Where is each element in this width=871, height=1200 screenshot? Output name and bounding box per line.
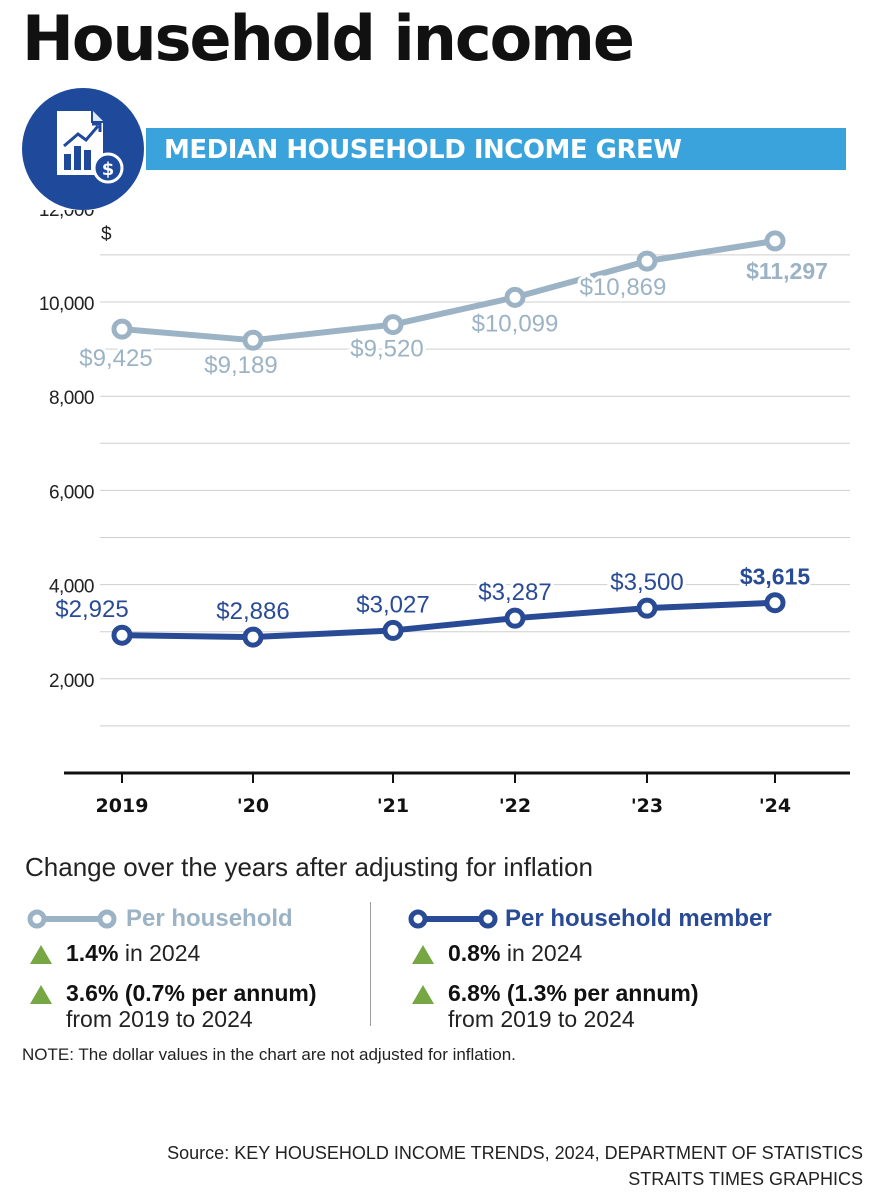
- y-tick-label: 12,000: [39, 210, 94, 221]
- data-label: $3,027: [356, 591, 429, 618]
- y-axis-label: $: [101, 224, 112, 245]
- y-tick-label: 2,000: [49, 671, 94, 692]
- page-title: Household income: [22, 2, 635, 75]
- data-point: [764, 230, 786, 252]
- data-label: $3,500: [610, 569, 683, 596]
- y-tick-label: 10,000: [39, 294, 94, 315]
- data-label: $9,520: [350, 336, 423, 363]
- legend-swatch-household: [27, 909, 117, 929]
- up-arrow-icon: [412, 945, 434, 964]
- data-label: $10,869: [580, 274, 667, 301]
- data-point: [764, 592, 786, 614]
- y-tick-label: 6,000: [49, 482, 94, 503]
- x-tick-label: '22: [499, 795, 531, 817]
- banner-text: MEDIAN HOUSEHOLD INCOME GREW: [164, 135, 682, 165]
- data-label: $3,615: [740, 564, 811, 590]
- data-point: [504, 286, 526, 308]
- member-stat-2024: 0.8% in 2024: [448, 940, 583, 966]
- up-arrow-icon: [30, 945, 52, 964]
- data-point: [636, 597, 658, 619]
- legend-swatch-member: [408, 909, 498, 929]
- data-point: [504, 607, 526, 629]
- legend-label-member: Per household member: [505, 905, 772, 932]
- data-point: [242, 329, 264, 351]
- chart-subtitle: Change over the years after adjusting fo…: [25, 852, 594, 882]
- source-credit: Source: KEY HOUSEHOLD INCOME TRENDS, 202…: [167, 1140, 863, 1192]
- svg-text:$: $: [102, 159, 115, 180]
- x-tick-label: '23: [631, 795, 663, 817]
- y-tick-label: 8,000: [49, 388, 94, 409]
- x-tick-label: '20: [237, 795, 269, 817]
- data-point: [382, 314, 404, 336]
- household-stat-period: 3.6% (0.7% per annum): [66, 980, 317, 1006]
- y-tick-label: 4,000: [49, 577, 94, 598]
- data-label: $9,425: [79, 345, 152, 372]
- income-report-icon: $: [22, 88, 144, 210]
- legend-label-household: Per household: [126, 905, 293, 932]
- line-chart: 2,000 4,000 6,000 8,000 10,000 12,000 $2019 '20…: [39, 210, 850, 817]
- data-label: $9,189: [204, 352, 277, 379]
- series-line-household: [121, 237, 776, 344]
- x-tick-label: '21: [377, 795, 409, 817]
- data-label: $2,886: [216, 598, 289, 625]
- data-label: $11,297: [746, 258, 828, 284]
- data-label: $3,287: [478, 579, 551, 606]
- legend-divider: [370, 902, 371, 1026]
- data-point: [636, 250, 658, 272]
- series-line-member: [121, 599, 776, 641]
- x-tick-label: 2019: [96, 795, 149, 817]
- chart-note: NOTE: The dollar values in the chart are…: [22, 1045, 516, 1064]
- data-point: [242, 626, 264, 648]
- data-label: $2,925: [55, 596, 128, 623]
- household-stat-period-text: from 2019 to 2024: [66, 1006, 253, 1032]
- up-arrow-icon: [30, 985, 52, 1004]
- chart-banner: MEDIAN HOUSEHOLD INCOME GREW: [146, 128, 846, 170]
- source-line: Source: KEY HOUSEHOLD INCOME TRENDS, 202…: [167, 1143, 863, 1163]
- data-label: $10,099: [472, 310, 559, 337]
- data-point: [382, 619, 404, 641]
- data-point: [111, 318, 133, 340]
- up-arrow-icon: [412, 985, 434, 1004]
- x-tick-label: '24: [759, 795, 791, 817]
- member-stat-period-text: from 2019 to 2024: [448, 1006, 635, 1032]
- data-point: [111, 624, 133, 646]
- member-stat-period: 6.8% (1.3% per annum): [448, 980, 699, 1006]
- household-stat-2024: 1.4% in 2024: [66, 940, 201, 966]
- credit-line: STRAITS TIMES GRAPHICS: [628, 1169, 863, 1189]
